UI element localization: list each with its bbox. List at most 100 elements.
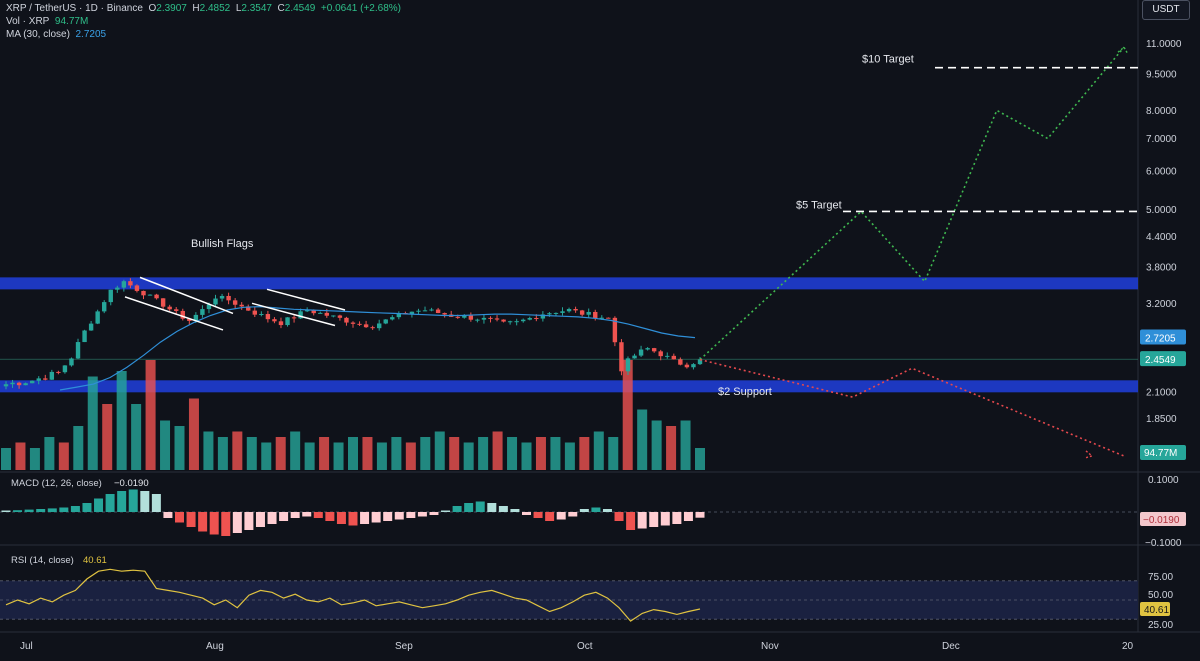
candle-body bbox=[213, 298, 218, 305]
candle-body bbox=[488, 317, 493, 319]
candle-body bbox=[239, 304, 244, 307]
price-zone-1 bbox=[0, 380, 1138, 393]
candle-body bbox=[579, 310, 585, 315]
volume-bar bbox=[579, 437, 590, 470]
candle-body bbox=[671, 355, 677, 360]
bullish-flag-channels bbox=[124, 276, 346, 331]
volume-bar bbox=[217, 437, 228, 470]
candle-body bbox=[180, 310, 185, 319]
macd-bar bbox=[533, 512, 543, 518]
macd-bar bbox=[498, 506, 508, 512]
candle-body bbox=[252, 310, 257, 315]
macd-bar bbox=[637, 512, 647, 529]
candle-body bbox=[232, 300, 238, 305]
candle-body bbox=[278, 321, 284, 326]
price-tick-label: 5.0000 bbox=[1146, 205, 1177, 216]
volume-bar bbox=[564, 442, 575, 470]
time-tick-label: Oct bbox=[577, 641, 593, 652]
annotation-labels: $10 Target $5 Target $2 Support Bullish Fla… bbox=[191, 54, 914, 398]
candle-body bbox=[468, 315, 474, 320]
macd-bar bbox=[602, 509, 612, 512]
macd-bar bbox=[244, 512, 254, 530]
macd-histogram: MACD (12, 26, close) −0.0190 bbox=[1, 478, 705, 536]
candle-body bbox=[160, 298, 166, 307]
volume-bar bbox=[232, 431, 243, 470]
volume-bar bbox=[521, 442, 532, 470]
volume-bars bbox=[1, 360, 705, 470]
volume-bar bbox=[1, 448, 11, 470]
candle-body bbox=[56, 371, 61, 373]
macd-value: −0.0190 bbox=[114, 478, 149, 489]
bullish-projection bbox=[699, 46, 1125, 361]
volume-bar bbox=[550, 437, 561, 470]
candle-body bbox=[632, 355, 637, 359]
macd-bar bbox=[94, 498, 104, 512]
volume-bar bbox=[535, 437, 546, 470]
price-tick-label: 1.8500 bbox=[1146, 414, 1177, 425]
candle-body bbox=[69, 358, 74, 366]
volume-header[interactable]: Vol · XRP 94.77M bbox=[6, 15, 88, 28]
volume-tag-label: 94.77M bbox=[1144, 448, 1177, 459]
volume-label: Vol · XRP bbox=[6, 16, 50, 27]
ma-header[interactable]: MA (30, close) 2.7205 bbox=[6, 28, 106, 41]
candle-body bbox=[29, 380, 35, 384]
symbol-pair[interactable]: XRP / TetherUS · 1D · Binance bbox=[6, 3, 143, 14]
macd-bar bbox=[475, 501, 485, 512]
macd-bar bbox=[279, 512, 289, 521]
macd-bar bbox=[545, 512, 555, 521]
rsi-tick-label: 25.00 bbox=[1148, 620, 1173, 631]
candle-body bbox=[75, 342, 81, 359]
macd-bar bbox=[417, 512, 427, 517]
symbol-header: XRP / TetherUS · 1D · Binance O2.3907 H2… bbox=[6, 2, 401, 15]
volume-bar bbox=[174, 426, 185, 470]
macd-bar bbox=[163, 512, 173, 518]
candle-body bbox=[619, 342, 624, 372]
high-label: H bbox=[192, 3, 200, 14]
candle-body bbox=[658, 351, 663, 357]
candle-body bbox=[422, 310, 428, 312]
volume-bar bbox=[651, 420, 662, 470]
macd-bar bbox=[151, 494, 161, 512]
macd-bar bbox=[59, 507, 69, 512]
macd-bar bbox=[175, 512, 184, 523]
macd-bar bbox=[1, 510, 11, 512]
macd-bar bbox=[614, 512, 624, 521]
candle-body bbox=[259, 314, 264, 316]
rsi-value: 40.61 bbox=[83, 555, 107, 566]
macd-bar bbox=[47, 508, 57, 512]
candle-body bbox=[82, 330, 87, 343]
macd-bar bbox=[221, 512, 231, 536]
candle-body bbox=[560, 311, 565, 313]
macd-bar bbox=[336, 512, 346, 524]
close-label: C bbox=[277, 3, 285, 14]
ma30-line bbox=[59, 305, 696, 391]
currency-button[interactable]: USDT bbox=[1142, 0, 1190, 20]
macd-bar bbox=[649, 512, 659, 527]
volume-bar bbox=[405, 442, 416, 470]
candle-body bbox=[651, 348, 657, 352]
price-tick-label: 7.0000 bbox=[1146, 134, 1177, 145]
candle-body bbox=[534, 318, 539, 320]
flag-lower-0 bbox=[124, 296, 224, 331]
candle-body bbox=[200, 309, 205, 315]
candle-body bbox=[154, 294, 159, 299]
price-tick-label: 3.2000 bbox=[1146, 299, 1177, 310]
candle-body bbox=[540, 314, 546, 319]
macd-bar bbox=[556, 512, 566, 520]
flag-pattern-label: Bullish Flags bbox=[191, 238, 254, 250]
macd-bar bbox=[510, 509, 520, 512]
candle-body bbox=[337, 315, 343, 318]
candle-body bbox=[95, 311, 100, 324]
macd-bar bbox=[255, 512, 265, 527]
macd-bar bbox=[626, 512, 636, 530]
rsi-line: RSI (14, close) 40.61 bbox=[5, 555, 701, 622]
rsi-value-tag bbox=[1140, 602, 1170, 616]
time-tick-label: Nov bbox=[761, 641, 779, 652]
support-label: $2 Support bbox=[718, 386, 772, 398]
volume-bar bbox=[73, 426, 84, 470]
candle-body bbox=[350, 322, 356, 324]
macd-tick-label: 0.1000 bbox=[1148, 475, 1179, 486]
candle-body bbox=[370, 327, 375, 329]
